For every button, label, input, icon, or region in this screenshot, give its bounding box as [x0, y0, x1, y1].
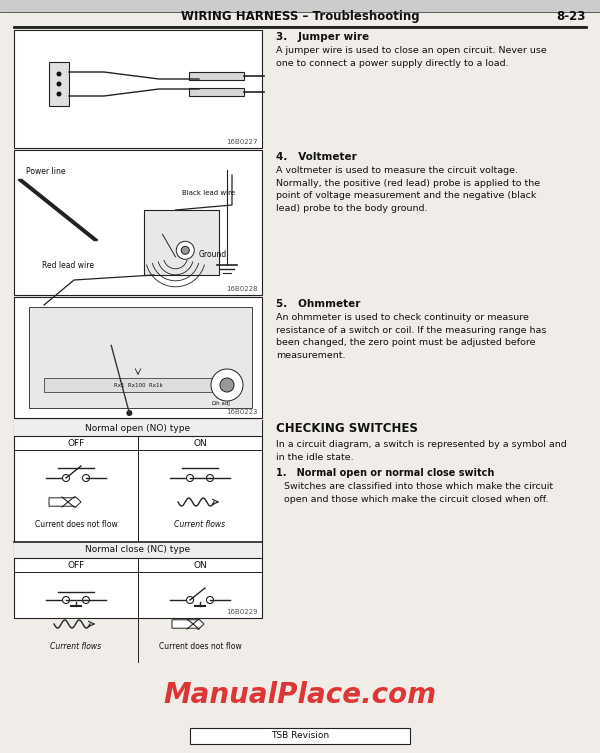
Text: 16B0228: 16B0228	[227, 286, 258, 292]
Text: Ground: Ground	[199, 250, 227, 259]
Bar	[14, 30, 262, 148]
Text: In a circuit diagram, a switch is represented by a symbol and
in the idle state.: In a circuit diagram, a switch is repres…	[276, 440, 567, 462]
Circle shape	[220, 378, 234, 392]
Text: 16B0229: 16B0229	[227, 609, 258, 615]
Circle shape	[176, 241, 194, 259]
Text: Ωh adj: Ωh adj	[212, 401, 230, 406]
Text: Switches are classified into those which make the circuit
open and those which m: Switches are classified into those which…	[284, 482, 553, 504]
Text: 1.   Normal open or normal close switch: 1. Normal open or normal close switch	[276, 468, 494, 478]
Text: A voltmeter is used to measure the circuit voltage.
Normally, the positive (red : A voltmeter is used to measure the circu…	[276, 166, 540, 212]
Text: Red lead wire: Red lead wire	[42, 261, 94, 270]
Text: ON: ON	[193, 438, 207, 447]
Bar	[14, 420, 262, 436]
FancyArrow shape	[172, 618, 204, 630]
Bar	[14, 297, 262, 418]
Text: ON: ON	[193, 560, 207, 569]
Text: CHECKING SWITCHES: CHECKING SWITCHES	[276, 422, 418, 435]
Circle shape	[187, 474, 193, 481]
Bar	[14, 420, 262, 618]
Text: 16B0223: 16B0223	[227, 409, 258, 415]
Bar	[14, 542, 262, 558]
Circle shape	[56, 72, 62, 77]
Text: OFF: OFF	[67, 560, 85, 569]
Text: 3.   Jumper wire: 3. Jumper wire	[276, 32, 369, 42]
Circle shape	[211, 369, 243, 401]
Bar	[49, 62, 69, 106]
Bar	[144, 210, 219, 275]
Text: TSB Revision: TSB Revision	[271, 731, 329, 740]
Text: An ohmmeter is used to check continuity or measure
resistance of a switch or coi: An ohmmeter is used to check continuity …	[276, 313, 547, 359]
Bar	[0, 0, 600, 12]
Text: Normal close (NC) type: Normal close (NC) type	[85, 545, 191, 554]
Text: 8-23: 8-23	[557, 10, 586, 23]
Circle shape	[127, 410, 133, 416]
Text: 4.   Voltmeter: 4. Voltmeter	[276, 152, 357, 162]
Text: ManualPlace.com: ManualPlace.com	[163, 681, 437, 709]
Text: 5.   Ohmmeter: 5. Ohmmeter	[276, 299, 361, 309]
Text: A jumper wire is used to close an open circuit. Never use
one to connect a power: A jumper wire is used to close an open c…	[276, 46, 547, 68]
Text: Current does not flow: Current does not flow	[35, 520, 118, 529]
Text: Power line: Power line	[26, 167, 65, 176]
Circle shape	[56, 81, 62, 87]
Bar	[190, 728, 410, 744]
Text: Current flows: Current flows	[175, 520, 226, 529]
Text: OFF: OFF	[67, 438, 85, 447]
Bar	[189, 88, 244, 96]
FancyArrow shape	[49, 496, 81, 508]
Bar	[44, 378, 232, 392]
Text: WIRING HARNESS – Troubleshooting: WIRING HARNESS – Troubleshooting	[181, 10, 419, 23]
Circle shape	[83, 474, 89, 481]
Circle shape	[83, 596, 89, 603]
Text: Black lead wire: Black lead wire	[182, 190, 235, 196]
Circle shape	[62, 474, 70, 481]
Bar	[29, 307, 252, 408]
Text: 16B0227: 16B0227	[227, 139, 258, 145]
Circle shape	[206, 474, 214, 481]
Circle shape	[206, 596, 214, 603]
Text: Normal open (NO) type: Normal open (NO) type	[85, 423, 191, 432]
Circle shape	[181, 246, 189, 255]
Text: Current flows: Current flows	[50, 642, 101, 651]
Text: Current does not flow: Current does not flow	[158, 642, 241, 651]
Circle shape	[187, 596, 193, 603]
Circle shape	[56, 92, 62, 96]
Text: Rx1  Rx100  Rx1k: Rx1 Rx100 Rx1k	[113, 383, 163, 388]
Bar	[14, 150, 262, 295]
Bar	[189, 72, 244, 80]
Circle shape	[62, 596, 70, 603]
